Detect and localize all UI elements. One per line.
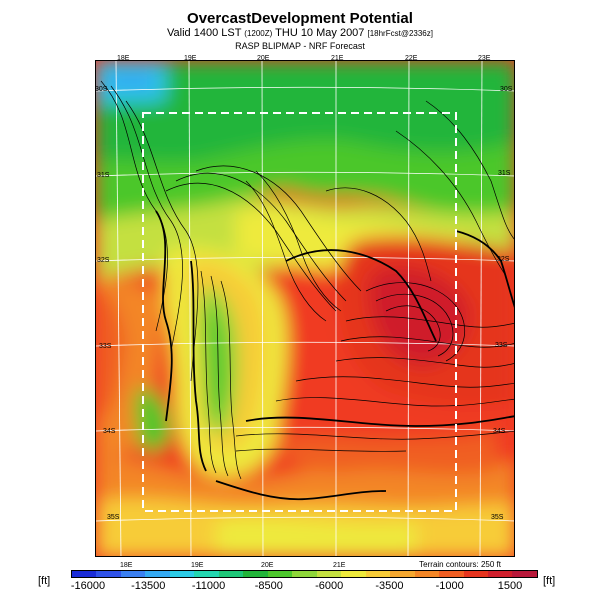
right-lat-label: 32S xyxy=(497,256,510,263)
colorbar-swatch xyxy=(72,571,97,577)
map-field xyxy=(96,61,514,556)
bottom-lon-label: 20E xyxy=(261,562,274,569)
terrain-contours xyxy=(100,80,514,501)
colorbar-tick-label: -13500 xyxy=(131,580,166,592)
top-lon-label: 23E xyxy=(478,55,491,62)
colorbar-swatch xyxy=(316,571,342,577)
colorbar-swatch xyxy=(512,571,537,577)
lat-lon-grid xyxy=(96,61,514,556)
valid-time: Valid 1400 LST xyxy=(167,27,242,39)
colorbar xyxy=(71,570,538,578)
colorbar-unit-left: [ft] xyxy=(38,575,51,587)
colorbar-swatch xyxy=(463,571,488,577)
colorbar-tick-label: -1000 xyxy=(435,580,464,592)
colorbar-swatch xyxy=(169,571,195,577)
colorbar-tick-label: -3500 xyxy=(375,580,404,592)
bottom-lon-label: 18E xyxy=(120,562,133,569)
colorbar-swatch xyxy=(439,571,464,577)
map-title: OvercastDevelopment Potential xyxy=(187,10,413,27)
left-lat-label: 35S xyxy=(107,514,120,521)
colorbar-swatch xyxy=(487,571,513,577)
colorbar-swatch xyxy=(194,571,219,577)
top-lon-label: 20E xyxy=(257,55,270,62)
color-field xyxy=(96,61,514,556)
right-lat-label: 33S xyxy=(495,342,508,349)
colorbar-tick-label: -6000 xyxy=(315,580,344,592)
top-lon-label: 18E xyxy=(117,55,130,62)
colorbar-swatch xyxy=(292,571,317,577)
utc-time: (1200Z) xyxy=(244,29,273,38)
colorbar-swatch xyxy=(120,571,146,577)
left-lat-label: 34S xyxy=(103,428,116,435)
left-lat-label: 33S xyxy=(99,343,112,350)
colorbar-swatch xyxy=(341,571,366,577)
source-line: RASP BLIPMAP - NRF Forecast xyxy=(235,41,365,51)
colorbar-swatch xyxy=(145,571,170,577)
forecast-date: THU 10 May 2007 xyxy=(275,27,365,39)
terrain-contour-note: Terrain contours: 250 ft xyxy=(419,560,501,569)
colorbar-tick-label: -8500 xyxy=(254,580,283,592)
colorbar-swatch xyxy=(390,571,415,577)
top-lon-label: 19E xyxy=(184,55,197,62)
colorbar-unit-right: [ft] xyxy=(543,575,556,587)
right-lat-label: 30S xyxy=(500,86,513,93)
valid-time-line: Valid 1400 LST (1200Z) THU 10 May 2007 [… xyxy=(0,27,600,39)
right-lat-label: 31S xyxy=(498,170,511,177)
colorbar-swatch xyxy=(365,571,391,577)
bottom-lon-label: 19E xyxy=(191,562,204,569)
colorbar-swatch xyxy=(243,571,268,577)
forecast-map xyxy=(95,60,515,557)
left-lat-label: 31S xyxy=(97,172,110,179)
colorbar-tick-label: -11000 xyxy=(191,580,226,592)
left-lat-label: 30S xyxy=(95,86,108,93)
right-lat-label: 35S xyxy=(491,514,504,521)
colorbar-swatch xyxy=(414,571,440,577)
right-lat-label: 34S xyxy=(493,428,506,435)
bottom-lon-label: 21E xyxy=(333,562,346,569)
colorbar-swatch xyxy=(96,571,121,577)
colorbar-tick-label: -16000 xyxy=(70,580,106,592)
forecast-run: [18hrFcst@2336z] xyxy=(367,29,433,38)
colorbar-swatch xyxy=(267,571,293,577)
colorbar-tick-label: 1500 xyxy=(497,580,523,592)
inner-domain-box xyxy=(142,112,457,512)
colorbar-swatch xyxy=(218,571,244,577)
top-lon-label: 21E xyxy=(331,55,344,62)
top-lon-label: 22E xyxy=(405,55,418,62)
left-lat-label: 32S xyxy=(97,257,110,264)
